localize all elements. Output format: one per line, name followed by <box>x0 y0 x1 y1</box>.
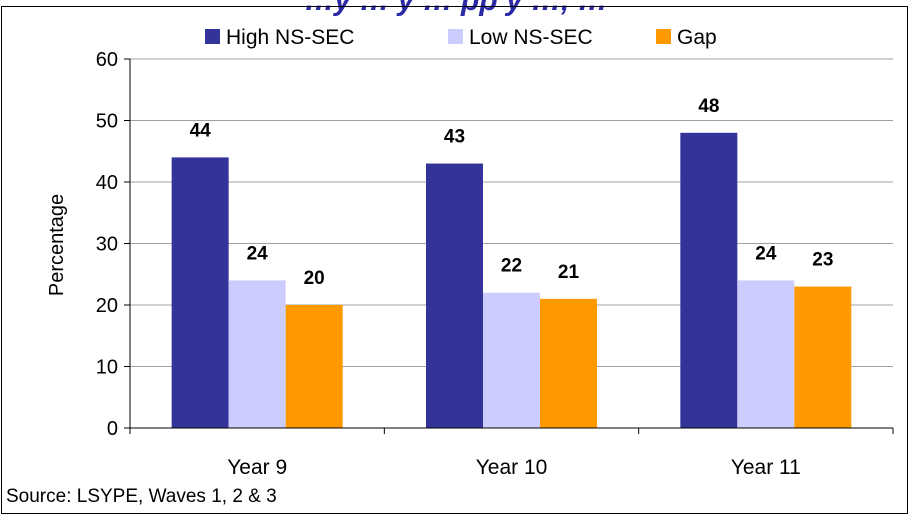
y-tick-label: 30 <box>96 234 118 256</box>
data-label: 22 <box>501 256 522 277</box>
bar-high-ns-sec-0 <box>171 157 229 428</box>
y-tick-label: 20 <box>96 295 118 317</box>
bar-low-ns-sec-2 <box>737 280 795 428</box>
y-tick-label: 60 <box>96 49 118 71</box>
legend-swatch <box>656 29 671 44</box>
bar-gap-1 <box>540 298 597 428</box>
data-label: 43 <box>444 127 465 148</box>
legend-swatch <box>448 29 463 44</box>
data-label: 21 <box>558 262 580 283</box>
legend-label: Low NS-SEC <box>469 26 593 49</box>
data-labels: 44 24 20 43 22 21 48 24 23 <box>190 96 834 289</box>
chart-title-clipped: …y … y … pp y …, … <box>0 0 912 20</box>
data-label: 20 <box>304 268 325 289</box>
legend-swatch <box>205 29 220 44</box>
data-label: 24 <box>247 243 269 264</box>
data-label: 48 <box>698 96 719 117</box>
x-tick-label: Year 9 <box>227 456 287 479</box>
bar-low-ns-sec-1 <box>483 292 540 428</box>
data-label: 24 <box>755 243 777 264</box>
bar-high-ns-sec-2 <box>680 132 738 429</box>
legend: High NS-SEC Low NS-SEC Gap <box>205 26 717 49</box>
legend-label: High NS-SEC <box>226 26 354 49</box>
x-tick-label: Year 11 <box>731 456 801 479</box>
x-tick-label: Year 10 <box>476 456 548 479</box>
y-tick-label: 50 <box>96 111 118 133</box>
bar-high-ns-sec-1 <box>426 163 483 429</box>
bar-gap-0 <box>285 305 343 428</box>
y-tick-label: 40 <box>96 172 118 194</box>
legend-label: Gap <box>677 26 717 49</box>
bars <box>171 132 852 429</box>
y-axis-label: Percentage <box>46 194 68 296</box>
data-label: 44 <box>190 120 212 141</box>
y-tick-label: 0 <box>107 418 118 440</box>
axes: 0 10 20 30 40 50 60 Year 9 Year 10 Year 11 <box>96 49 894 479</box>
chart-frame <box>1 6 908 514</box>
bar-low-ns-sec-0 <box>228 280 286 428</box>
bar-gap-2 <box>794 286 852 428</box>
source-note: Source: LSYPE, Waves 1, 2 & 3 <box>6 486 277 507</box>
data-label: 23 <box>812 250 833 271</box>
y-tick-label: 10 <box>96 357 118 379</box>
chart-title: …y … y … pp y …, … <box>304 0 608 17</box>
